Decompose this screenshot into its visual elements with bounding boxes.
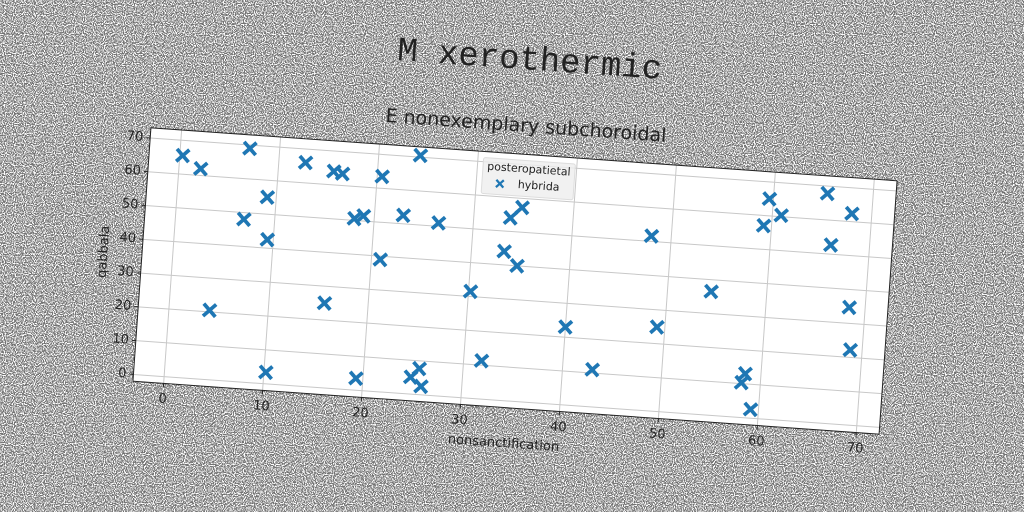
y-tick-label: 30 (117, 264, 135, 280)
x-tick-label: 50 (648, 426, 666, 442)
x-tick-label: 40 (550, 419, 568, 435)
x-tick-label: 60 (747, 433, 765, 449)
y-tick-label: 20 (114, 298, 132, 314)
x-tick-label: 70 (846, 440, 864, 456)
y-tick-label: 40 (119, 230, 137, 246)
y-tick-label: 70 (126, 129, 144, 145)
x-tick-label: 10 (253, 398, 271, 414)
x-tick-label: 0 (158, 392, 167, 408)
y-tick-label: 60 (124, 163, 142, 179)
y-tick-label: 50 (121, 196, 139, 212)
y-tick-label: 0 (118, 366, 127, 382)
y-tick-label: 10 (112, 332, 130, 348)
x-tick-label: 20 (352, 405, 370, 421)
x-tick-label: 30 (451, 412, 469, 428)
